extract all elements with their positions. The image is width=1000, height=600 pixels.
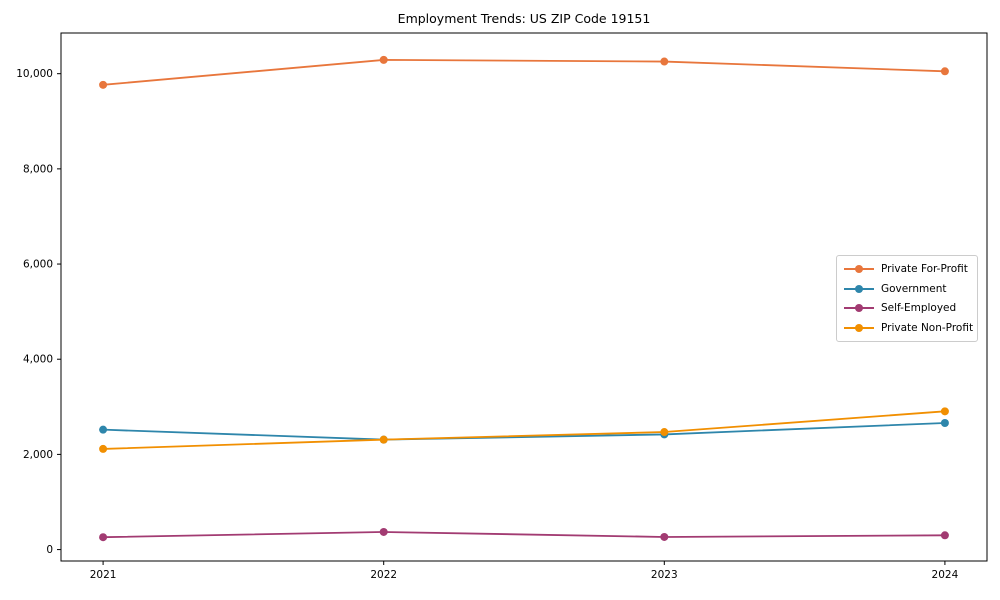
- data-point-private-for-profit: [99, 80, 108, 89]
- x-tick-label: 2023: [651, 569, 678, 581]
- data-point-government: [99, 425, 108, 434]
- legend-item-private-for-profit: Private For-Profit: [844, 259, 970, 278]
- data-point-self-employed: [940, 531, 949, 540]
- data-point-government: [940, 418, 949, 427]
- data-point-private-non-profit: [379, 435, 388, 444]
- legend-label: Government: [881, 282, 947, 295]
- legend-marker-icon: [844, 324, 874, 333]
- data-point-private-for-profit: [660, 57, 669, 66]
- chart-title: Employment Trends: US ZIP Code 19151: [397, 11, 651, 26]
- data-point-private-non-profit: [99, 444, 108, 453]
- x-tick-label: 2024: [932, 569, 959, 581]
- legend: Private For-Profit Government Self-Employe…: [836, 255, 978, 342]
- y-tick-label: 6,000: [23, 259, 53, 271]
- legend-label: Private For-Profit: [881, 262, 968, 275]
- x-tick-label: 2021: [90, 569, 117, 581]
- legend-marker-icon: [844, 264, 874, 273]
- legend-label: Private Non-Profit: [881, 322, 974, 335]
- data-point-private-non-profit: [940, 407, 949, 416]
- y-tick-label: 0: [46, 544, 53, 556]
- legend-marker-icon: [844, 304, 874, 313]
- y-tick-label: 2,000: [23, 449, 53, 461]
- data-point-private-for-profit: [379, 55, 388, 64]
- axes-frame: [60, 32, 988, 562]
- series-line-private-for-profit: [103, 58, 945, 86]
- legend-item-government: Government: [844, 279, 970, 298]
- data-point-private-for-profit: [940, 67, 949, 76]
- y-tick-label: 10,000: [16, 68, 53, 80]
- data-point-self-employed: [99, 533, 108, 542]
- legend-label: Self-Employed: [881, 302, 957, 315]
- y-tick-label: 4,000: [23, 354, 53, 366]
- x-tick-label: 2022: [370, 569, 397, 581]
- series-line-self-employed: [103, 531, 945, 539]
- legend-marker-icon: [844, 284, 874, 293]
- data-point-self-employed: [379, 527, 388, 536]
- y-tick-label: 8,000: [23, 163, 53, 175]
- data-point-private-non-profit: [660, 428, 669, 437]
- series-line-government: [103, 422, 945, 441]
- legend-item-self-employed: Self-Employed: [844, 299, 970, 318]
- data-point-self-employed: [660, 532, 669, 541]
- series-line-private-non-profit: [103, 410, 945, 450]
- legend-item-private-non-profit: Private Non-Profit: [844, 319, 974, 338]
